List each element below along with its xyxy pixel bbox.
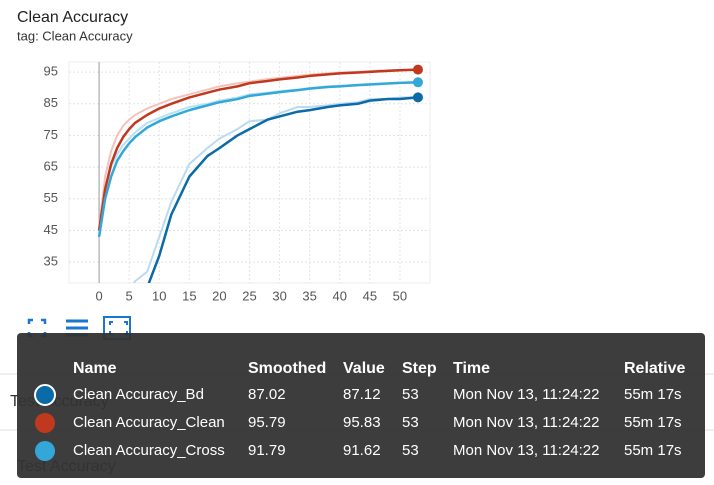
series-name: Clean Accuracy_Cross — [73, 442, 225, 459]
y-tick-label: 65 — [44, 159, 58, 174]
x-tick-label: 50 — [393, 288, 407, 303]
x-tick-label: 40 — [333, 288, 347, 303]
tooltip-header: Smoothed — [248, 360, 326, 377]
tooltip-header: Step — [402, 360, 437, 377]
tooltip — [17, 333, 705, 478]
step: 53 — [402, 386, 419, 403]
raw-line — [132, 96, 418, 283]
raw-value: 91.62 — [343, 442, 381, 459]
tooltip-header: Relative — [624, 360, 685, 377]
y-tick-label: 95 — [44, 64, 58, 79]
time: Mon Nov 13, 11:24:22 — [453, 386, 599, 403]
y-tick-label: 55 — [44, 190, 58, 205]
time: Mon Nov 13, 11:24:22 — [453, 414, 599, 431]
x-tick-label: 15 — [182, 288, 196, 303]
tooltip-header: Value — [343, 360, 385, 377]
y-tick-label: 75 — [44, 127, 58, 142]
smoothed-value: 91.79 — [248, 442, 286, 459]
step: 53 — [402, 442, 419, 459]
relative: 55m 17s — [624, 442, 682, 459]
chart-title: Clean Accuracy — [17, 9, 128, 26]
smoothed-value: 87.02 — [248, 386, 286, 403]
relative: 55m 17s — [624, 386, 682, 403]
series-name: Clean Accuracy_Bd — [73, 386, 204, 403]
chart-subtitle: tag: Clean Accuracy — [17, 28, 133, 43]
raw-value: 87.12 — [343, 386, 381, 403]
end-point — [412, 64, 423, 75]
smoothed-line — [97, 81, 419, 237]
series-name: Clean Accuracy_Clean — [73, 414, 225, 431]
smoothed-line — [147, 96, 419, 283]
raw-value: 95.83 — [343, 414, 381, 431]
x-tick-label: 45 — [363, 288, 377, 303]
x-tick-label: 5 — [126, 288, 133, 303]
x-tick-label: 30 — [272, 288, 286, 303]
time: Mon Nov 13, 11:24:22 — [453, 442, 599, 459]
smoothed-value: 95.79 — [248, 414, 286, 431]
tooltip-header: Time — [453, 360, 490, 377]
x-tick-label: 0 — [95, 288, 102, 303]
toggle-log-button[interactable] — [66, 319, 88, 337]
fit-domain-button[interactable] — [27, 318, 47, 338]
tooltip-header: Name — [73, 360, 117, 377]
y-tick-label: 45 — [44, 222, 58, 237]
series-swatch — [35, 441, 55, 461]
relative: 55m 17s — [624, 414, 682, 431]
x-tick-label: 25 — [242, 288, 256, 303]
smoothed-line — [97, 68, 419, 231]
x-tick-label: 10 — [152, 288, 166, 303]
end-point — [412, 92, 423, 103]
series-swatch — [34, 384, 56, 406]
x-tick-label: 20 — [212, 288, 226, 303]
series-swatch — [35, 413, 55, 433]
x-tick-label: 35 — [302, 288, 316, 303]
y-tick-label: 85 — [44, 95, 58, 110]
end-point — [412, 77, 423, 88]
step: 53 — [402, 414, 419, 431]
y-tick-label: 35 — [44, 254, 58, 269]
